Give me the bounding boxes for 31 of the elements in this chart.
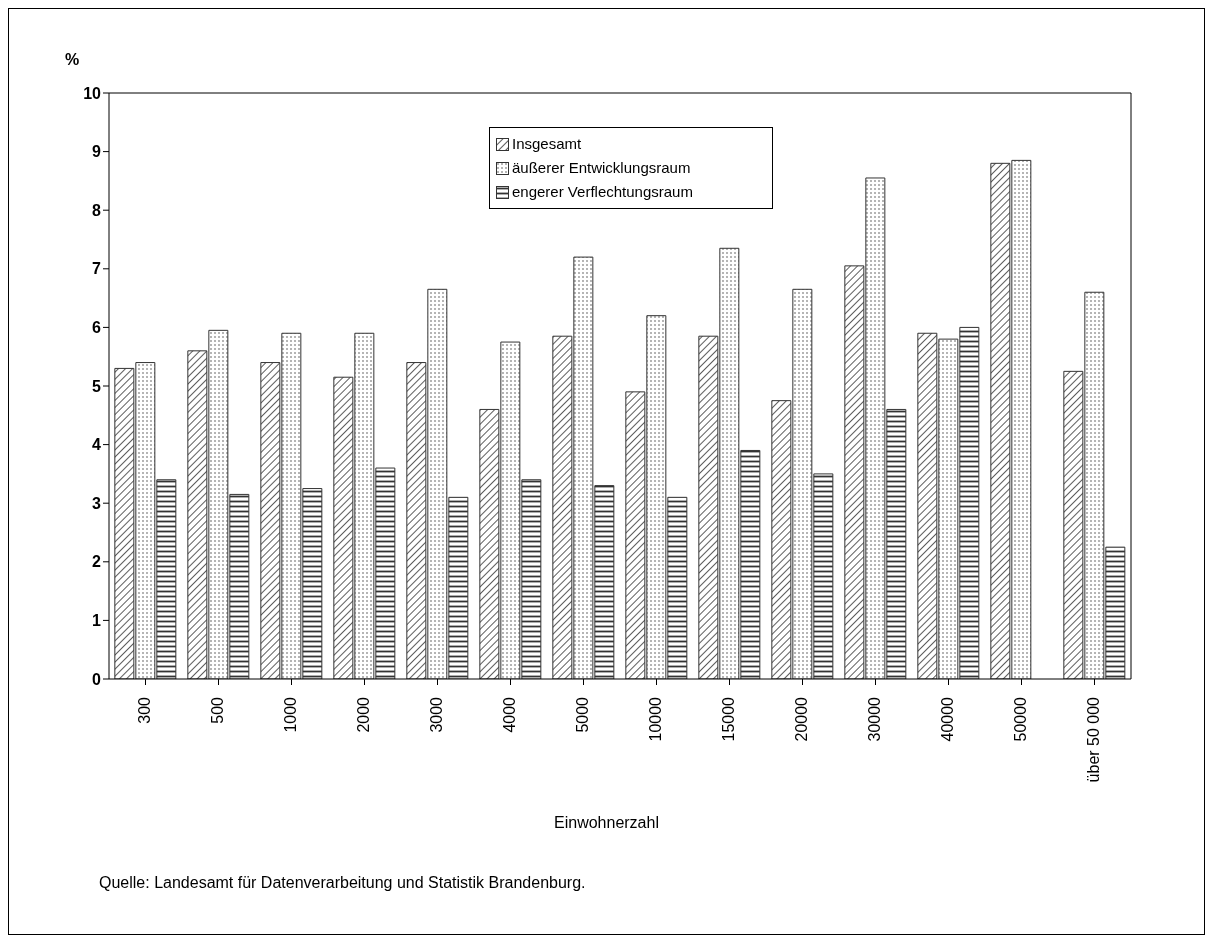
x-tick-label: 20000: [792, 696, 810, 742]
x-tick-label: 300: [135, 696, 153, 724]
y-tick-label: 3: [92, 494, 102, 512]
x-tick-label: 50000: [1011, 696, 1029, 742]
y-tick-label: 8: [92, 201, 102, 219]
y-tick-label: 0: [92, 670, 102, 688]
x-tick-label: über 50 000: [1084, 696, 1102, 783]
x-tick-label: 10000: [646, 696, 664, 742]
x-tick-label: 3000: [427, 696, 445, 733]
y-tick-label: 4: [92, 436, 102, 454]
y-tick-label: 2: [92, 553, 102, 571]
legend-label: äußerer Entwicklungsraum: [512, 158, 691, 178]
y-tick-label: 6: [92, 319, 102, 337]
x-tick-label: 15000: [719, 696, 737, 742]
y-axis-title: %: [64, 51, 80, 68]
y-tick-label: 9: [92, 143, 102, 161]
x-tick-label: 1000: [281, 696, 299, 733]
legend-label: Insgesamt: [512, 134, 582, 154]
y-tick-label: 5: [92, 377, 102, 395]
y-tick-label: 1: [92, 612, 102, 630]
y-tick-label: 7: [92, 260, 102, 278]
x-tick-label: 4000: [500, 696, 518, 733]
legend-label: engerer Verflechtungsraum: [512, 182, 693, 202]
x-tick-label: 30000: [865, 696, 883, 742]
y-tick-label: 10: [83, 84, 102, 102]
x-axis-title: Einwohnerzahl: [553, 814, 660, 832]
x-tick-label: 40000: [938, 696, 956, 742]
source-note: Quelle: Landesamt für Datenverarbeitung und Statistik Brandenburg.: [99, 874, 586, 892]
x-tick-label: 2000: [354, 696, 372, 733]
x-tick-label: 500: [208, 696, 226, 724]
x-tick-label: 5000: [573, 696, 591, 733]
